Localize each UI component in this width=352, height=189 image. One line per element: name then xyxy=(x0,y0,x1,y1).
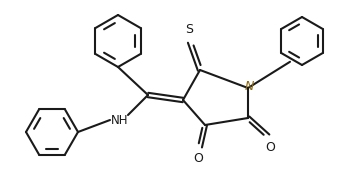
Text: O: O xyxy=(265,141,275,154)
Text: NH: NH xyxy=(111,114,129,126)
Text: N: N xyxy=(244,80,254,92)
Text: S: S xyxy=(185,23,193,36)
Text: O: O xyxy=(193,152,203,165)
